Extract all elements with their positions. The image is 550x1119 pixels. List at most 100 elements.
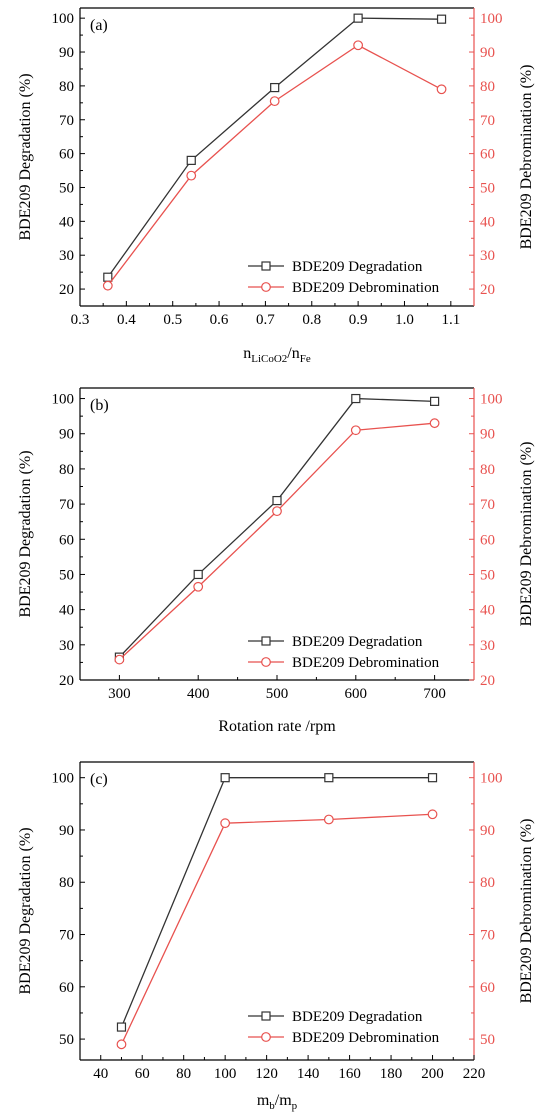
x-tick-label: 120 [255,1066,278,1082]
y-tick-label: 70 [59,928,74,944]
x-axis-label-sub: LiCoO2 [251,353,287,365]
y2-tick-label: 70 [480,928,495,944]
y-tick-label: 90 [59,427,74,443]
x-tick-label: 60 [135,1066,150,1082]
y2-tick-label: 20 [480,673,495,689]
data-point-degradation [103,272,113,282]
data-point-debromination [427,809,438,820]
data-point-degradation [220,773,230,783]
data-point-degradation [353,13,363,23]
x-tick-label: 0.9 [349,312,368,328]
panel-label: (b) [90,397,109,414]
y2-tick-label: 80 [480,79,495,95]
data-point-debromination [193,581,204,592]
y2-tick-label: 40 [480,603,495,619]
x-tick-label: 300 [108,686,131,702]
x-tick-label: 1.0 [395,312,414,328]
series-line-debromination [107,44,442,287]
x-tick-label: 220 [463,1066,486,1082]
y2-axis-label: BDE209 Debromination (%) [518,442,535,627]
chart-panel-b: 300 400 500 600 700 20 20 30 30 40 40 50 50 60 60 70 70 8… [17,387,535,735]
data-point-debromination [272,506,282,517]
series-line-degradation [118,397,435,658]
legend-entry: BDE209 Degradation [292,634,423,650]
data-point-debromination [102,280,113,291]
y2-tick-label: 70 [480,113,495,129]
y2-tick-label: 80 [480,462,495,478]
x-tick-label: 700 [423,686,446,702]
data-point-degradation [270,82,280,93]
legend-entry: BDE209 Debromination [292,1030,440,1046]
y-tick-label: 60 [59,532,74,548]
y-tick-label: 90 [59,45,74,61]
y2-tick-label: 50 [480,180,495,196]
x-axis-label-sep: /m [275,1092,292,1109]
data-point-degradation [436,14,447,24]
x-tick-label: 0.3 [71,312,90,328]
x-axis-label-sub: Fe [300,353,311,365]
y2-tick-label: 100 [480,11,503,27]
y-tick-label: 30 [59,638,74,654]
y2-tick-label: 30 [480,248,495,264]
data-point-debromination [220,818,231,829]
x-tick-label: 0.6 [210,312,229,328]
x-tick-label: 0.8 [302,312,321,328]
data-point-debromination [350,425,361,436]
y2-tick-label: 50 [480,567,495,583]
data-point-degradation [351,393,361,404]
series-line-degradation [120,777,433,1028]
x-tick-label: 180 [380,1066,403,1082]
legend-marker [261,636,271,646]
panel-label: (a) [90,17,108,34]
x-tick-label: 200 [421,1066,444,1082]
series-line-debromination [118,422,435,661]
y-tick-label: 30 [59,248,74,264]
x-tick-label: 160 [338,1066,361,1082]
y-tick-label: 70 [59,497,74,513]
data-point-debromination [114,654,125,665]
x-tick-label: 0.7 [256,312,275,328]
y2-tick-label: 60 [480,147,495,163]
x-axis-label-main: n [243,345,251,362]
legend-marker [261,1011,271,1021]
legend-entry: BDE209 Debromination [292,655,440,671]
y-axis-label: BDE209 Degradation (%) [17,450,34,617]
y-tick-label: 50 [59,567,74,583]
y-tick-label: 80 [59,79,74,95]
y-tick-label: 90 [59,823,74,839]
y-tick-label: 100 [52,11,75,27]
legend-marker [261,261,271,271]
x-tick-label: 400 [187,686,210,702]
x-axis-label: nLiCoO2/nFe [243,345,311,365]
y2-tick-label: 80 [480,875,495,891]
x-tick-label: 0.5 [163,312,182,328]
x-axis-label-main: Rotation rate /rpm [218,718,336,735]
chart-panel-a: 0.3 0.4 0.5 0.6 0.7 0.8 0.9 1.0 1.1 20 20 30 30 40 40 5… [17,7,535,365]
data-point-debromination [429,418,440,429]
y2-tick-label: 30 [480,638,495,654]
x-axis-label-sub: p [292,1100,298,1112]
data-point-debromination [353,40,364,51]
y-tick-label: 50 [59,180,74,196]
y-tick-label: 80 [59,462,74,478]
x-tick-label: 100 [214,1066,237,1082]
x-tick-label: 40 [93,1066,108,1082]
legend-entry: BDE209 Debromination [292,280,440,296]
legend-entry: BDE209 Degradation [292,1009,423,1025]
data-point-degradation [193,569,203,580]
y2-tick-label: 60 [480,980,495,996]
legend-entry: BDE209 Degradation [292,259,423,275]
y-tick-label: 40 [59,214,74,230]
y-axis-label: BDE209 Degradation (%) [17,827,34,994]
x-axis-label-sep: /n [287,345,299,362]
y-tick-label: 80 [59,875,74,891]
y-tick-label: 50 [59,1032,74,1048]
legend-marker [261,1032,271,1042]
data-point-degradation [186,155,196,165]
y2-tick-label: 90 [480,45,495,61]
data-point-degradation [324,773,334,783]
y-tick-label: 20 [59,282,74,298]
panel-label: (c) [90,771,108,788]
data-point-debromination [436,84,447,95]
